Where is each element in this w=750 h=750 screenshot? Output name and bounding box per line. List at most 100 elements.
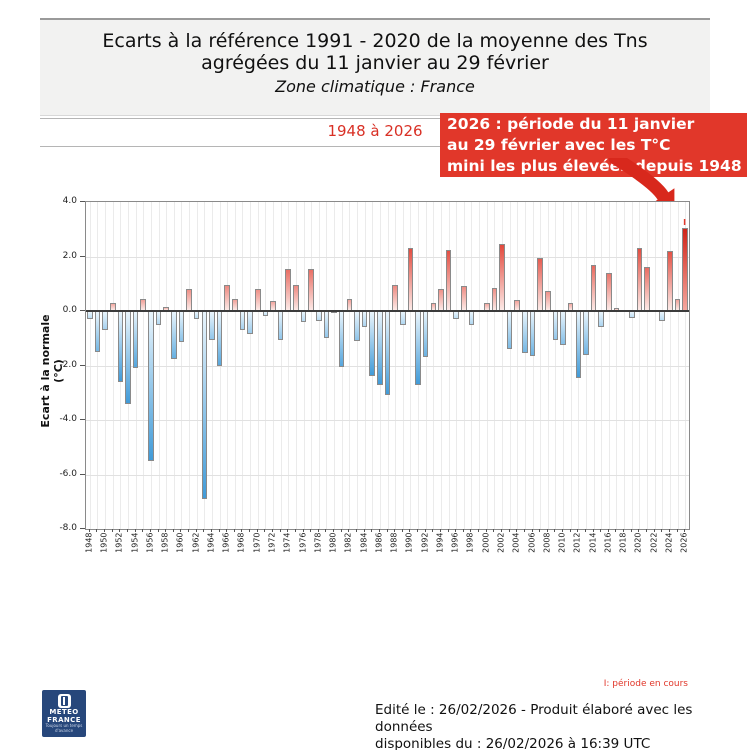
x-axis-tick-label: 1994	[435, 532, 445, 553]
bar-positive-1997	[461, 286, 467, 311]
x-axis-tick-label: 2008	[542, 532, 552, 553]
x-axis-tick-label: 1962	[191, 532, 201, 553]
bar-positive-2021	[644, 267, 650, 311]
current-period-marker: I	[683, 217, 687, 227]
x-axis-tick-label: 2018	[618, 532, 628, 553]
period-range-label: 1948 à 2026	[327, 122, 423, 140]
bar-negative-1998	[468, 311, 475, 325]
bar-positive-2020	[636, 248, 643, 311]
x-axis-tick-label: 1972	[267, 532, 277, 553]
x-axis-tick-label: 1968	[236, 532, 246, 553]
bar-negative-1973	[277, 311, 284, 340]
bar-negative-1953	[125, 311, 131, 404]
bar-negative-1952	[117, 311, 124, 382]
bar-negative-1987	[384, 311, 391, 396]
bar-positive-2016	[606, 272, 612, 311]
bar-negative-1965	[216, 311, 223, 366]
bar-negative-1986	[377, 311, 383, 385]
current-period-legend: I: période en cours	[603, 679, 688, 689]
y-axis-tick-label: 2.0	[62, 250, 77, 261]
horizontal-gridline	[86, 474, 689, 476]
x-axis-tick-label: 2014	[588, 532, 598, 553]
logo-tagline2: d'avance	[54, 727, 74, 733]
page-title-line1: Ecarts à la référence 1991 - 2020 de la …	[102, 30, 648, 52]
y-axis-title: Ecart à la normale (°C)	[39, 314, 65, 428]
logo-text-line2: FRANCE	[47, 715, 81, 724]
annotation-box: 2026 : période du 11 janvier au 29 févri…	[440, 113, 747, 177]
bar-negative-1954	[132, 311, 139, 369]
y-axis-tick-label: 4.0	[62, 196, 77, 206]
bar-negative-1956	[148, 311, 154, 461]
x-axis-tick-label: 1956	[145, 532, 155, 553]
bar-positive-2014	[590, 264, 597, 311]
x-axis-tick-label: 1954	[130, 532, 140, 553]
header-band: Ecarts à la référence 1991 - 2020 de la …	[40, 18, 710, 116]
bar-positive-2007	[537, 257, 543, 311]
x-axis-tick-label: 2022	[649, 532, 659, 553]
x-axis-tick-label: 1978	[313, 532, 323, 553]
x-axis-tick-label: 1948	[84, 532, 94, 553]
annotation-line1: 2026 : période du 11 janvier	[447, 115, 695, 133]
bar-negative-1949	[94, 311, 101, 352]
x-axis-tick-label: 2000	[481, 532, 491, 553]
footer-line2: disponibles du : 26/02/2026 à 16:39 UTC	[375, 736, 651, 750]
x-axis-tick-label: 1976	[298, 532, 308, 553]
divider-top	[40, 118, 710, 119]
x-axis-tick-label: 2016	[603, 532, 613, 553]
divider-bottom	[40, 146, 710, 147]
x-axis-tick-label: 1950	[99, 532, 109, 553]
annotation-line3: mini les plus élevées depuis 1948	[447, 157, 742, 175]
bar-negative-1962	[193, 311, 200, 320]
x-axis-tick-label: 1970	[252, 532, 262, 553]
bar-positive-2001	[491, 287, 498, 311]
bar-negative-1991	[415, 311, 421, 385]
x-axis-tick-label: 2012	[572, 532, 582, 553]
horizontal-gridline	[86, 256, 689, 258]
bar-negative-2003	[506, 311, 513, 350]
x-axis-tick-label: 1984	[359, 532, 369, 553]
bar-negative-2015	[598, 311, 604, 328]
x-axis-tick-label: 2020	[633, 532, 643, 553]
bar-positive-2024	[667, 251, 673, 311]
footer-line1: Edité le : 26/02/2026 - Produit élaboré …	[375, 702, 693, 735]
bar-negative-1969	[247, 311, 253, 335]
bar-negative-1983	[354, 311, 360, 341]
bar-negative-1984	[361, 311, 368, 328]
bar-negative-1996	[453, 311, 459, 320]
logo-tagline1: Toujours un temps	[45, 723, 83, 728]
bar-positive-1966	[224, 285, 230, 311]
bar-negative-1979	[323, 311, 330, 339]
bar-negative-2013	[583, 311, 589, 355]
x-axis-tick-label: 1998	[465, 532, 475, 553]
bar-negative-1989	[399, 311, 406, 325]
x-axis-tick-label: 1992	[420, 532, 430, 553]
x-axis-tick-label: 1990	[404, 532, 414, 553]
bar-negative-2019	[628, 311, 635, 318]
logo-text-line1: METEO	[49, 708, 79, 716]
bar-negative-1985	[369, 311, 376, 377]
bar-positive-1977	[308, 268, 314, 311]
bar-negative-1978	[316, 311, 322, 321]
bar-positive-1970	[254, 289, 261, 311]
x-axis-tick-label: 1980	[328, 532, 338, 553]
page-title-line2: agrégées du 11 janvier au 29 février	[201, 52, 549, 74]
bar-negative-2006	[529, 311, 536, 356]
x-axis-tick-label: 1986	[374, 532, 384, 553]
page-subtitle: Zone climatique : France	[275, 77, 475, 96]
bar-negative-1992	[422, 311, 429, 358]
x-axis-tick-label: 2004	[511, 532, 521, 553]
x-axis-tick-label: 1996	[450, 532, 460, 553]
bar-positive-1975	[293, 285, 299, 311]
bar-negative-1976	[300, 311, 307, 322]
x-axis-tick-label: 1966	[221, 532, 231, 553]
bar-negative-2012	[575, 311, 582, 378]
bar-negative-2009	[552, 311, 559, 340]
bar-positive-2008	[544, 290, 551, 311]
annotation-line2: au 29 février avec les T°C	[447, 136, 671, 154]
x-axis-tick-label: 2002	[496, 532, 506, 553]
bar-positive-2002	[499, 244, 505, 311]
horizontal-gridline	[86, 420, 689, 421]
bar-negative-2023	[659, 311, 666, 321]
y-axis-tick-label: -8.0	[59, 523, 77, 533]
